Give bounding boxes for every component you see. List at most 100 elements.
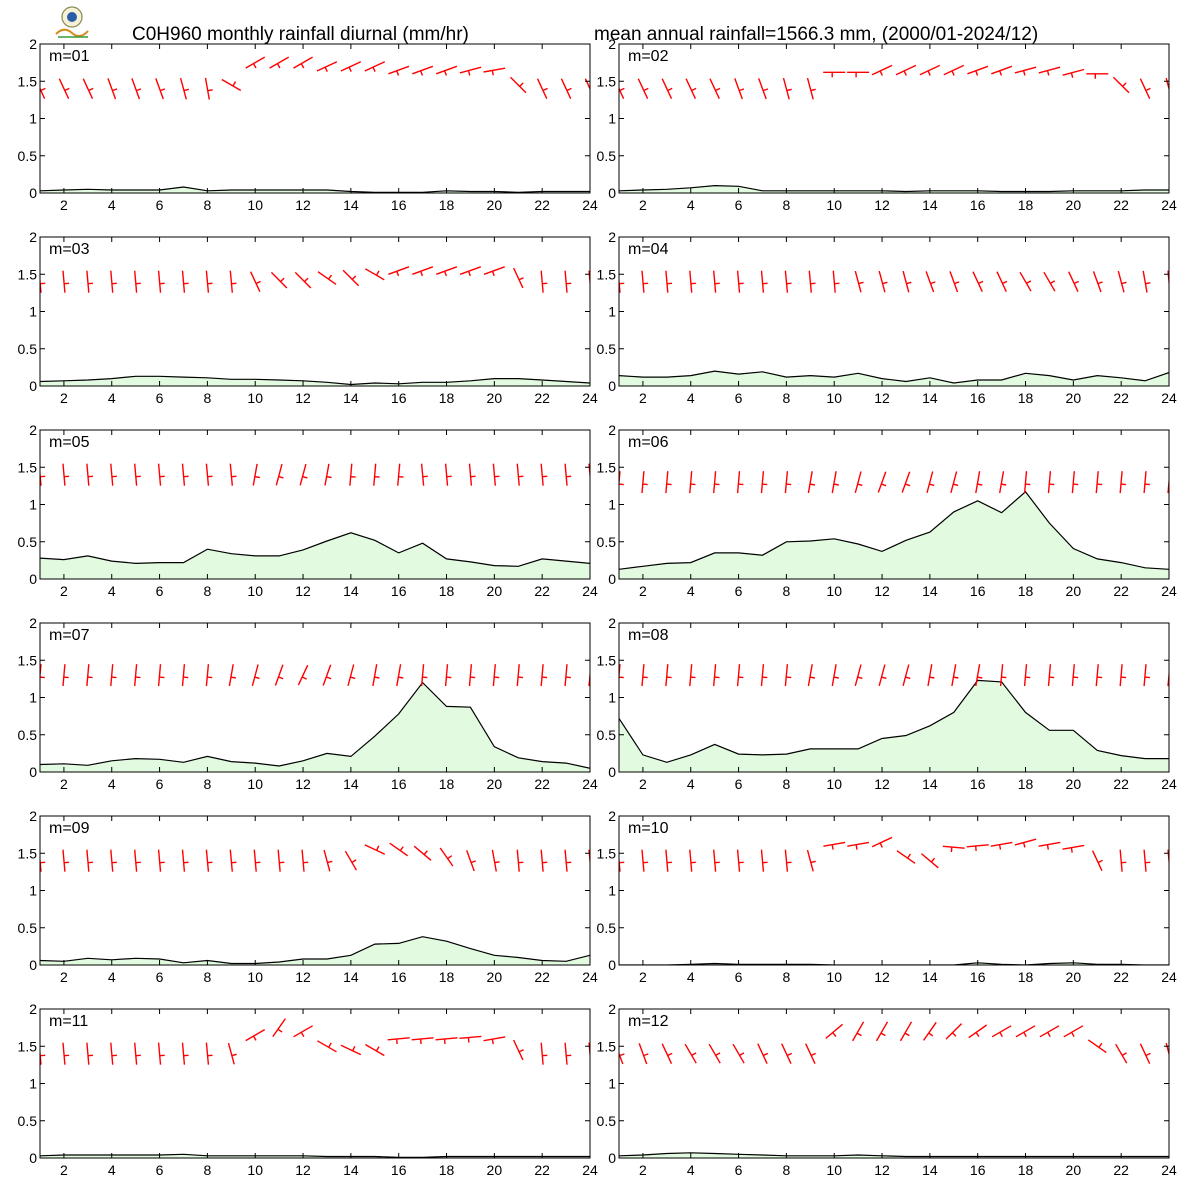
x-tick-label: 12 xyxy=(295,1162,311,1178)
panels-group: 00.511.522 4 6 8 10 12 14 16 18 20 22 24m=0100.511.… xyxy=(18,36,1177,1178)
x-tick-label: 18 xyxy=(439,776,455,792)
wind-barb xyxy=(1063,1025,1084,1038)
wind-barb xyxy=(713,270,720,293)
panel-month-label: m=08 xyxy=(628,627,669,644)
wind-barb xyxy=(875,1021,889,1042)
x-tick-label: 6 xyxy=(156,583,164,599)
wind-barb xyxy=(491,849,500,872)
wind-barbs xyxy=(619,471,1169,494)
y-tick-label: 0.5 xyxy=(597,534,617,550)
x-tick-label: 16 xyxy=(391,390,407,406)
wind-barb xyxy=(157,270,165,293)
wind-barb xyxy=(468,463,476,486)
wind-barb xyxy=(1092,271,1103,293)
x-tick-label: 14 xyxy=(343,969,359,985)
x-tick-label: 22 xyxy=(534,776,550,792)
wind-barb xyxy=(784,270,792,293)
x-tick-label: 18 xyxy=(439,969,455,985)
wind-barb xyxy=(923,1021,937,1041)
wind-barb xyxy=(1062,68,1085,78)
x-tick-label: 18 xyxy=(439,583,455,599)
wind-barb xyxy=(967,65,989,76)
wind-barb xyxy=(373,463,380,486)
panel-frame xyxy=(618,236,1170,387)
x-tick-label: 18 xyxy=(1018,197,1034,213)
wind-barb xyxy=(1143,849,1151,872)
x-tick-label: 24 xyxy=(582,969,598,985)
wind-barb xyxy=(854,664,863,686)
wind-barbs xyxy=(619,64,1169,100)
y-tick-label: 0.5 xyxy=(18,534,38,550)
wind-barb xyxy=(179,77,189,100)
wind-barb xyxy=(1095,664,1103,687)
x-tick-label: 22 xyxy=(534,390,550,406)
wind-barb xyxy=(564,463,572,486)
x-tick-label: 10 xyxy=(247,197,263,213)
wind-barb xyxy=(397,463,404,486)
panel-frame xyxy=(39,815,591,966)
wind-barb xyxy=(388,65,410,76)
x-tick-label: 12 xyxy=(874,583,890,599)
wind-barb xyxy=(322,664,332,686)
x-tick-label: 22 xyxy=(1113,583,1129,599)
y-tick-label: 0.5 xyxy=(18,727,38,743)
x-tick-label: 12 xyxy=(295,390,311,406)
wind-barb xyxy=(878,664,887,686)
y-tick-label: 1.5 xyxy=(18,1038,38,1054)
wind-barb xyxy=(564,1042,572,1065)
x-tick-label: 24 xyxy=(1161,776,1177,792)
wind-barb xyxy=(1014,66,1037,76)
x-tick-label: 2 xyxy=(639,390,647,406)
x-tick-label: 12 xyxy=(295,197,311,213)
wind-barb xyxy=(540,1042,548,1065)
wind-barb xyxy=(40,466,46,486)
x-tick-label: 14 xyxy=(922,776,938,792)
wind-barbs xyxy=(40,266,590,293)
y-tick-label: 1.5 xyxy=(597,266,617,282)
wind-barb xyxy=(468,664,476,687)
wind-barb xyxy=(134,463,141,486)
x-tick-label: 20 xyxy=(1066,969,1082,985)
x-tick-label: 6 xyxy=(156,197,164,213)
x-tick-label: 12 xyxy=(295,583,311,599)
panel-month-label: m=02 xyxy=(628,48,669,65)
y-tick-label: 1.5 xyxy=(18,845,38,861)
x-tick-label: 22 xyxy=(1113,390,1129,406)
wind-barb xyxy=(942,845,965,853)
wind-barb xyxy=(823,841,846,850)
wind-barb xyxy=(251,664,260,686)
wind-barb xyxy=(968,1024,988,1039)
rain-area xyxy=(40,376,590,386)
wind-barb xyxy=(1062,844,1085,853)
x-tick-label: 8 xyxy=(782,583,790,599)
wind-barb xyxy=(781,1043,793,1064)
y-tick-label: 0 xyxy=(608,764,616,780)
wind-barb xyxy=(516,463,524,486)
wind-barb xyxy=(229,849,237,872)
wind-barb xyxy=(274,664,284,686)
wind-barb xyxy=(665,664,672,687)
x-tick-label: 6 xyxy=(735,583,743,599)
wind-barb xyxy=(221,78,242,92)
y-tick-label: 0 xyxy=(29,1150,37,1166)
wind-barb xyxy=(134,1042,141,1065)
x-tick-label: 10 xyxy=(247,969,263,985)
wind-barb xyxy=(1023,664,1031,687)
y-tick-label: 0.5 xyxy=(597,920,617,936)
wind-barb xyxy=(1043,271,1056,292)
wind-barb xyxy=(1115,1043,1128,1064)
x-tick-label: 12 xyxy=(295,969,311,985)
x-tick-label: 14 xyxy=(922,1162,938,1178)
wind-barb xyxy=(205,664,213,687)
x-tick-label: 8 xyxy=(203,969,211,985)
wind-barb xyxy=(758,78,769,100)
wind-barb xyxy=(228,664,237,687)
x-tick-label: 20 xyxy=(1066,1162,1082,1178)
x-tick-label: 2 xyxy=(60,1162,68,1178)
wind-barb xyxy=(40,273,46,293)
wind-barb xyxy=(536,78,548,99)
x-tick-label: 8 xyxy=(203,583,211,599)
wind-barb xyxy=(269,56,290,69)
x-tick-label: 4 xyxy=(687,197,695,213)
x-tick-label: 4 xyxy=(687,776,695,792)
